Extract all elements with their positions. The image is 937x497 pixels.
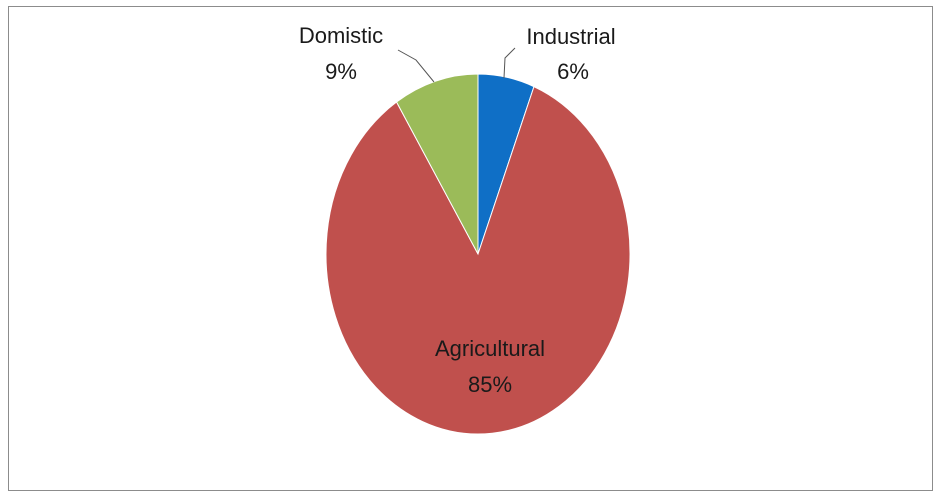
leader-lines <box>397 47 516 83</box>
slice-label-industrial-name: Industrial <box>526 24 615 49</box>
slice-label-agricultural-pct: 85% <box>468 372 512 397</box>
slice-agricultural <box>325 85 631 435</box>
pie-slices <box>325 73 631 435</box>
slice-label-agricultural-name: Agricultural <box>435 336 545 361</box>
slice-domistic <box>395 73 479 255</box>
slice-label-domistic-name: Domistic <box>299 23 383 48</box>
leader-line-domistic <box>397 49 435 83</box>
slice-label-industrial-pct: 6% <box>557 59 589 84</box>
slice-label-domistic-pct: 9% <box>325 59 357 84</box>
leader-line-industrial <box>503 47 516 79</box>
